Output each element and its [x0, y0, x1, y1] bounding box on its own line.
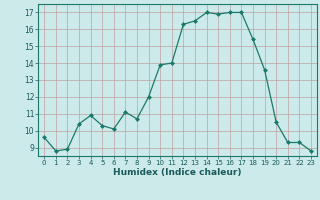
X-axis label: Humidex (Indice chaleur): Humidex (Indice chaleur) — [113, 168, 242, 177]
